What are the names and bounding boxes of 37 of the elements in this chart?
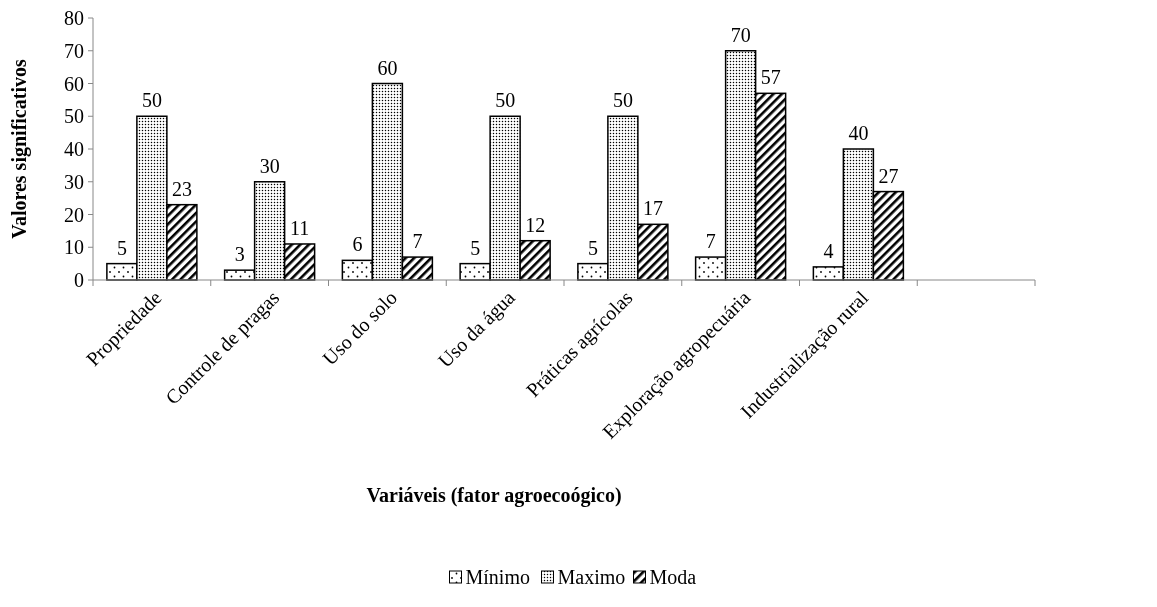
data-label: 57 [760,66,781,89]
y-tick-label: 70 [64,39,84,62]
legend-label: Maximo [557,566,626,588]
legend-label: Moda [649,566,697,588]
y-tick-label: 20 [64,203,84,226]
data-label: 40 [848,122,869,144]
y-tick-label: 10 [64,236,84,259]
data-label: 12 [525,213,546,236]
data-label: 23 [171,177,192,200]
data-label: 50 [141,89,162,112]
data-label: 7 [412,230,423,253]
x-tick-label: Uso do solo [318,286,402,370]
y-tick-label: 40 [64,138,84,160]
data-label: 5 [470,236,481,259]
y-tick-label: 80 [64,7,84,29]
data-label: 30 [259,154,280,177]
data-label: 6 [352,233,363,256]
data-label: 11 [289,216,310,239]
data-label: 5 [587,236,598,259]
y-tick-label: 60 [64,72,84,95]
y-axis-title: Valores significativos [8,59,31,239]
x-tick-label: Uso da água [433,286,520,373]
data-label: 50 [495,89,516,112]
legend-label: Mínimo [465,566,530,588]
data-label: 50 [612,89,633,112]
data-label: 7 [705,230,716,253]
data-label: 4 [823,239,834,262]
y-tick-label: 30 [64,170,84,193]
data-label: 60 [377,56,398,79]
data-label: 5 [116,236,127,259]
data-label: 17 [642,197,663,220]
y-tick-label: 50 [64,105,84,128]
data-label: 27 [878,164,899,187]
y-tick-label: 0 [74,269,84,291]
data-label: 3 [234,243,245,266]
x-axis-title: Variáveis (fator agroecoógico) [366,484,622,507]
data-label: 70 [730,23,751,46]
